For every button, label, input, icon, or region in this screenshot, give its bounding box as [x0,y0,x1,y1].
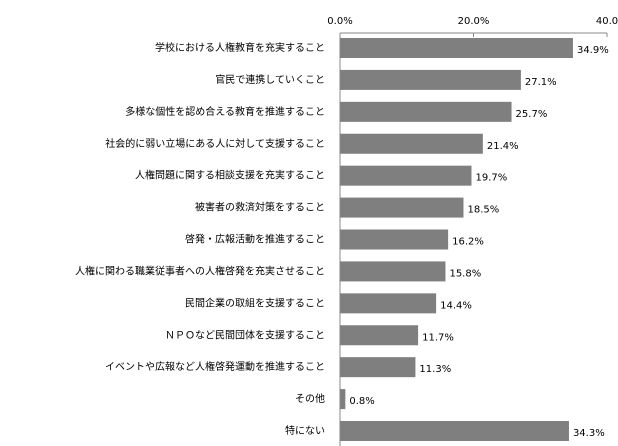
value-label: 15.8% [449,268,481,279]
category-label: 特にない [285,425,325,437]
bar [340,421,569,441]
category-label: 民間企業の取組を支援すること [185,296,325,309]
x-tick-label: 20.0% [458,16,490,27]
category-label: その他 [295,392,325,405]
bar [340,389,346,410]
value-label: 0.8% [349,396,374,407]
bar [340,357,416,378]
category-label: 人権に関わる職業従事者への人権啓発を充実させること [75,264,325,277]
bar [340,293,437,314]
bar [340,69,521,90]
value-label: 19.7% [475,173,507,184]
category-label: 社会的に弱い立場にある人に対して支援すること [105,137,325,150]
value-label: 14.4% [440,300,472,311]
bar [340,325,419,346]
value-label: 34.3% [573,428,605,439]
value-label: 16.2% [452,237,484,248]
x-tick-label: 40.0 [596,16,618,27]
category-label: 人権問題に関する相談支援を充実すること [135,169,325,182]
value-label: 11.3% [419,364,451,375]
category-label: イベントや広報など人権啓発運動を推進すること [105,360,325,373]
category-label: 学校における人権教育を充実すること [155,41,325,54]
value-label: 18.5% [467,205,499,216]
value-label: 25.7% [516,109,548,120]
bar [340,197,464,218]
category-label: ＮＰＯなど民間団体を支援すること [165,328,325,341]
category-label: 官民で連携していくこと [215,73,325,86]
value-label: 34.9% [577,45,609,56]
x-tick-label: 0.0% [327,16,352,27]
bar [340,38,573,58]
bar [340,101,512,122]
value-label: 11.7% [422,332,454,343]
category-label: 被害者の救済対策をすること [195,201,325,214]
bar [340,229,449,250]
category-label: 多様な個性を認め合える教育を推進すること [125,105,325,118]
value-label: 21.4% [487,141,519,152]
bar [340,133,483,154]
bar [340,261,446,282]
bar [340,165,472,186]
category-label: 啓発・広報活動を推進すること [185,233,325,246]
value-label: 27.1% [525,77,557,88]
